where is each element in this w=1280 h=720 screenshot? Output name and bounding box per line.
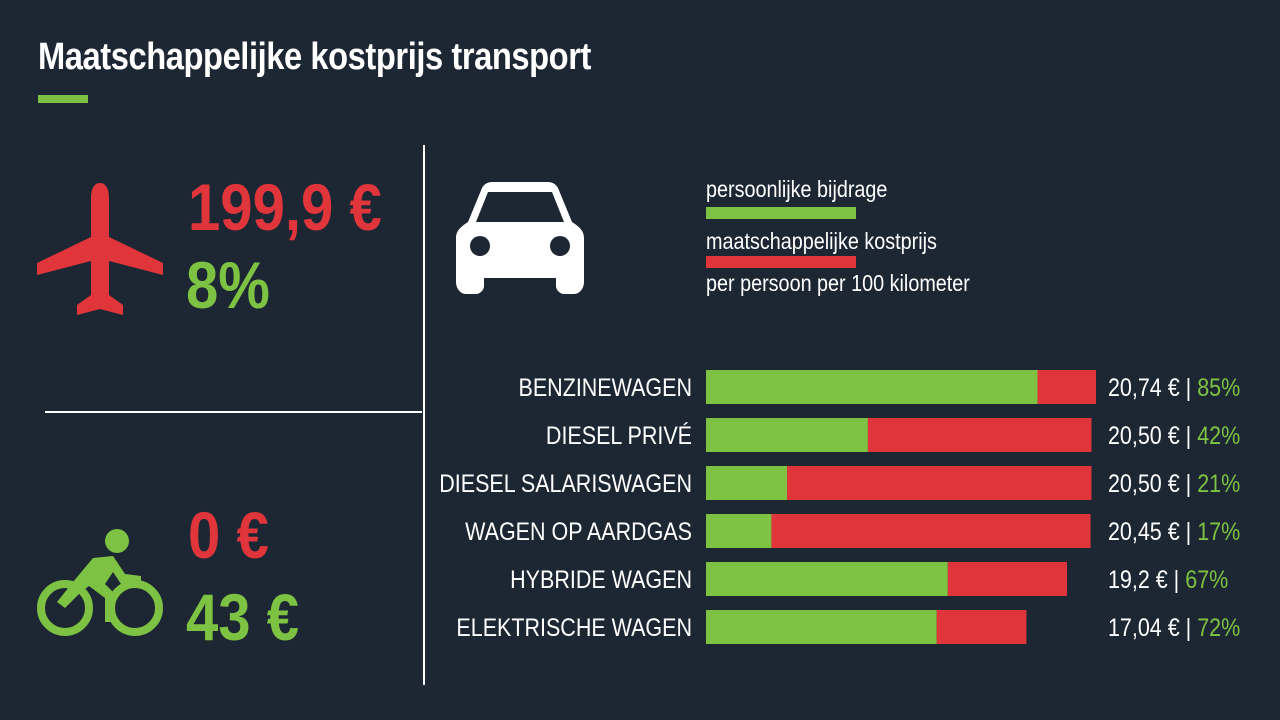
bar-personal-segment: [706, 562, 948, 596]
bicycle-icon: [37, 529, 163, 636]
bar-personal-segment: [706, 370, 1038, 404]
bar-societal-segment: [787, 466, 1092, 500]
bike-cost: 0 €: [188, 498, 269, 572]
bar-value-label: 19,2 € | 67%: [1108, 565, 1228, 593]
bar-value-label: 17,04 € | 72%: [1108, 613, 1240, 641]
category-label: DIESEL PRIVÉ: [546, 421, 692, 449]
category-label: DIESEL SALARISWAGEN: [439, 469, 692, 497]
category-label: ELEKTRISCHE WAGEN: [456, 613, 692, 641]
car-icon: [456, 182, 584, 294]
bar-value-label: 20,50 € | 42%: [1108, 421, 1240, 449]
category-label: BENZINEWAGEN: [519, 373, 692, 401]
horizontal-divider: [45, 411, 422, 413]
bar-societal-segment: [947, 562, 1068, 596]
plane-cost: 199,9 €: [188, 170, 382, 244]
legend-personal-label: persoonlijke bijdrage: [706, 176, 888, 202]
bar-value-label: 20,74 € | 85%: [1108, 373, 1240, 401]
legend-societal-label: maatschappelijke kostprijs: [706, 228, 937, 254]
bar-personal-segment: [706, 610, 937, 644]
bar-societal-segment: [867, 418, 1092, 452]
category-label: HYBRIDE WAGEN: [510, 565, 692, 593]
bar-societal-segment: [1037, 370, 1096, 404]
bar-societal-segment: [771, 514, 1091, 548]
legend-personal-swatch: [706, 207, 856, 219]
bike-contribution: 43 €: [186, 580, 300, 654]
legend-societal-swatch: [706, 256, 856, 268]
bar-societal-segment: [936, 610, 1027, 644]
bar-personal-segment: [706, 466, 788, 500]
vertical-divider: [423, 145, 425, 685]
category-label: WAGEN OP AARDGAS: [465, 517, 692, 545]
page-title: Maatschappelijke kostprijs transport: [38, 36, 591, 78]
airplane-icon: [37, 183, 163, 315]
plane-share: 8%: [186, 248, 270, 322]
bar-personal-segment: [706, 418, 868, 452]
bar-personal-segment: [706, 514, 772, 548]
legend-unit-label: per persoon per 100 kilometer: [706, 270, 970, 296]
bar-value-label: 20,45 € | 17%: [1108, 517, 1240, 545]
title-underline: [38, 95, 88, 103]
bar-value-label: 20,50 € | 21%: [1108, 469, 1240, 497]
